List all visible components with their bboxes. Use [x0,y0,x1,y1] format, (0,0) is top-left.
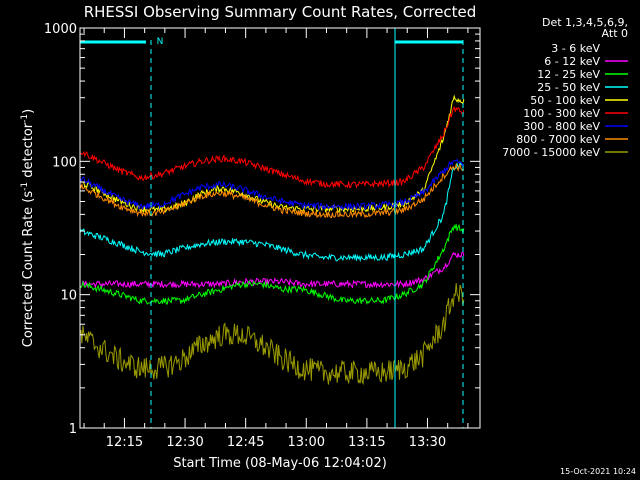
y-tick-label: 10 [60,289,77,304]
y-tick-label: 1 [69,422,77,437]
legend-label: 800 - 7000 keV [516,133,600,146]
plot-frame [79,27,481,429]
series-layer [79,94,465,413]
x-tick-label: 12:15 [106,435,143,450]
chart-title: RHESSI Observing Summary Count Rates, Co… [84,3,477,21]
y-axis-label-exponent-1: -1 [20,182,30,191]
legend-label: 100 - 300 keV [523,107,600,120]
legend-label: 6 - 12 keV [544,55,600,68]
x-tick-label: 13:00 [288,435,325,450]
series-line [79,250,465,290]
legend-label: 3 - 6 keV [551,42,600,55]
legend-label: 50 - 100 keV [530,94,600,107]
series-line [79,223,465,305]
series-line [79,294,465,413]
series-line [79,106,465,189]
night-label: N [157,37,164,47]
footer-timestamp: 15-Oct-2021 10:24 [560,467,636,476]
legend-label: 300 - 800 keV [523,120,600,133]
legend-header: Att 0 [602,27,628,40]
x-tick-label: 12:30 [166,435,203,450]
series-line [79,162,465,219]
y-axis-label-main: Corrected Count Rate (s [21,191,36,348]
legend-header: Det 1,3,4,5,6,9, [542,16,628,29]
x-tick-label: 13:30 [409,435,446,450]
y-axis: 1 10 100 1000 [44,22,480,437]
x-axis: 12:15 12:30 12:45 13:00 13:15 13:30 [83,28,469,450]
series-line [79,158,465,212]
legend-label: 25 - 50 keV [537,81,600,94]
legend-label: 12 - 25 keV [537,68,600,81]
y-tick-label: 100 [52,155,77,170]
y-axis-label: Corrected Count Rate (s-1 detector-1) [20,109,36,347]
x-tick-label: 13:15 [348,435,385,450]
y-axis-label-end: ) [21,109,36,114]
y-tick-label: 1000 [44,22,77,37]
series-line [79,160,465,263]
legend-label: 7000 - 15000 keV [502,146,600,159]
y-axis-label-middle: detector [21,122,36,182]
x-axis-label: Start Time (08-May-06 12:04:02) [173,456,387,471]
y-axis-label-exponent-2: -1 [20,114,30,123]
series-line [79,283,465,386]
x-tick-label: 12:45 [227,435,264,450]
series-line [79,94,465,214]
